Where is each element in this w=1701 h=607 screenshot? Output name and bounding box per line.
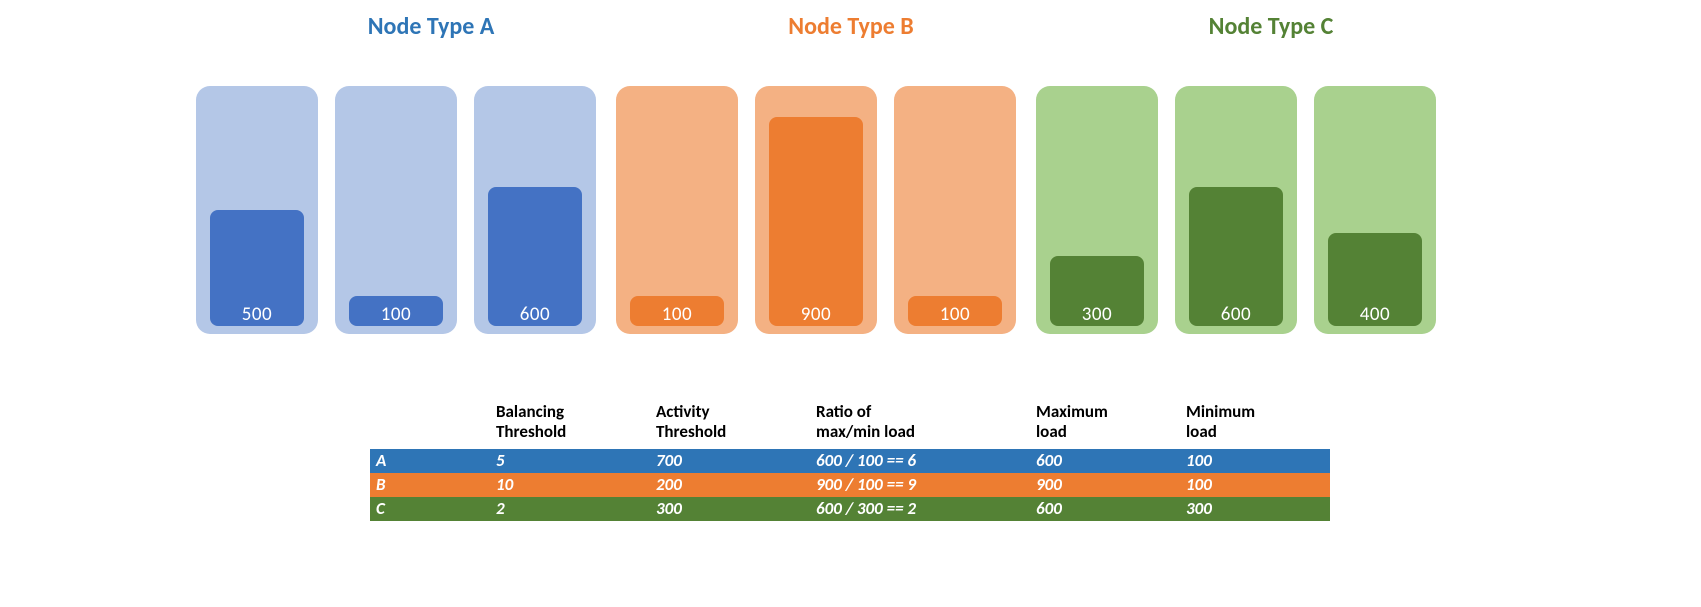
table-row: C 2 300 600 / 300 == 2 600 300 bbox=[370, 497, 1330, 521]
table-header-row: Balancing Threshold Activity Threshold R… bbox=[370, 400, 1330, 449]
table-cell: 2 bbox=[490, 498, 650, 519]
node-slot-a2: 100 bbox=[335, 86, 457, 334]
node-slot-b2: 900 bbox=[755, 86, 877, 334]
node-slot-c2: 600 bbox=[1175, 86, 1297, 334]
node-bar-label-a3: 600 bbox=[474, 303, 596, 326]
node-bar-label-b2: 900 bbox=[755, 303, 877, 326]
node-bar-label-b3: 100 bbox=[894, 303, 1016, 326]
table-cell: C bbox=[370, 498, 490, 519]
group-title-a: Node Type A bbox=[321, 12, 541, 41]
table-cell: 5 bbox=[490, 450, 650, 471]
infographic-canvas: Node Type A Node Type B Node Type C 500 … bbox=[0, 0, 1701, 607]
node-slot-a1: 500 bbox=[196, 86, 318, 334]
table-cell: 600 / 100 == 6 bbox=[810, 450, 1030, 471]
table-cell: B bbox=[370, 474, 490, 495]
table-cell: 200 bbox=[650, 474, 810, 495]
table-cell: 300 bbox=[650, 498, 810, 519]
table-cell: 300 bbox=[1180, 498, 1330, 519]
table-row: B 10 200 900 / 100 == 9 900 100 bbox=[370, 473, 1330, 497]
node-slot-a3: 600 bbox=[474, 86, 596, 334]
node-bar-label-b1: 100 bbox=[616, 303, 738, 326]
node-bar-label-a2: 100 bbox=[335, 303, 457, 326]
table-cell: 900 / 100 == 9 bbox=[810, 474, 1030, 495]
group-title-c: Node Type C bbox=[1161, 12, 1381, 41]
table-cell: 600 / 300 == 2 bbox=[810, 498, 1030, 519]
table-cell: 900 bbox=[1030, 474, 1180, 495]
node-slot-b3: 100 bbox=[894, 86, 1016, 334]
table-header-cell: Balancing Threshold bbox=[490, 400, 650, 449]
node-bar-label-c1: 300 bbox=[1036, 303, 1158, 326]
table-cell: 100 bbox=[1180, 450, 1330, 471]
node-bar-label-a1: 500 bbox=[196, 303, 318, 326]
node-bar-b2 bbox=[769, 117, 863, 326]
threshold-table: Balancing Threshold Activity Threshold R… bbox=[370, 400, 1330, 521]
table-header-cell: Ratio of max/min load bbox=[810, 400, 1030, 449]
node-bar-label-c3: 400 bbox=[1314, 303, 1436, 326]
table-cell: A bbox=[370, 450, 490, 471]
table-cell: 600 bbox=[1030, 498, 1180, 519]
group-title-b: Node Type B bbox=[741, 12, 961, 41]
table-header-cell bbox=[370, 400, 490, 449]
table-cell: 700 bbox=[650, 450, 810, 471]
table-header-cell: Minimum load bbox=[1180, 400, 1330, 449]
table-header-cell: Activity Threshold bbox=[650, 400, 810, 449]
node-slot-c1: 300 bbox=[1036, 86, 1158, 334]
node-bar-label-c2: 600 bbox=[1175, 303, 1297, 326]
table-cell: 100 bbox=[1180, 474, 1330, 495]
table-row: A 5 700 600 / 100 == 6 600 100 bbox=[370, 449, 1330, 473]
chart-area: 500 100 600 100 900 100 300 6 bbox=[0, 74, 1701, 334]
table-cell: 600 bbox=[1030, 450, 1180, 471]
node-slot-b1: 100 bbox=[616, 86, 738, 334]
table-header-cell: Maximum load bbox=[1030, 400, 1180, 449]
table-cell: 10 bbox=[490, 474, 650, 495]
node-slot-c3: 400 bbox=[1314, 86, 1436, 334]
